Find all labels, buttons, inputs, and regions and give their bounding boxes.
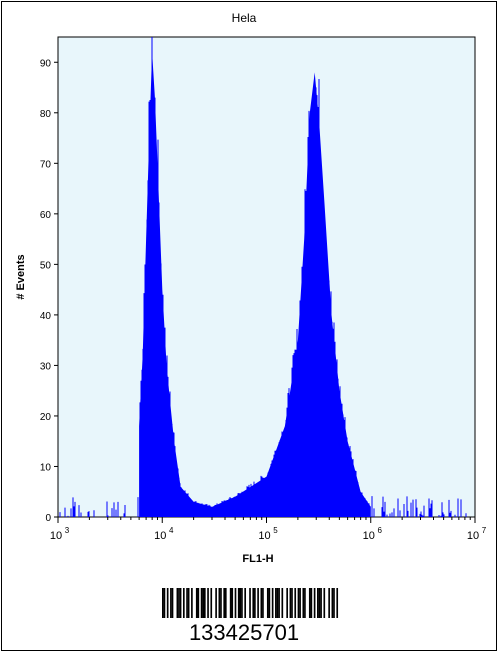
barcode-bar bbox=[291, 588, 293, 618]
barcode-bar bbox=[203, 588, 206, 618]
barcode-bar bbox=[234, 588, 237, 618]
barcode-bar bbox=[218, 588, 221, 618]
barcode-bar bbox=[215, 588, 217, 618]
y-tick-label: 10 bbox=[40, 462, 52, 473]
barcode-bar bbox=[179, 588, 182, 618]
barcode-bar bbox=[166, 588, 169, 618]
barcode-bar bbox=[323, 588, 326, 618]
x-tick-exponent: 3 bbox=[65, 526, 70, 535]
barcode-bar bbox=[308, 588, 311, 618]
barcode-bar bbox=[331, 588, 334, 618]
histogram-noise bbox=[59, 37, 467, 517]
barcode-bar bbox=[182, 588, 185, 618]
barcode-number: 133425701 bbox=[189, 620, 299, 645]
barcode-bar bbox=[163, 588, 166, 618]
barcode-bar bbox=[281, 588, 284, 618]
barcode-bar bbox=[171, 588, 174, 618]
x-axis-label: FL1-H bbox=[242, 553, 273, 565]
barcode-bar bbox=[286, 588, 288, 618]
barcode-bar bbox=[304, 588, 306, 618]
barcode-bar bbox=[210, 588, 213, 618]
barcode-bar bbox=[186, 588, 188, 618]
barcode-bar bbox=[276, 588, 279, 618]
y-tick-label: 60 bbox=[40, 210, 52, 221]
barcode-bar bbox=[313, 588, 316, 618]
y-tick-label: 20 bbox=[40, 412, 52, 423]
barcode-bar bbox=[244, 588, 247, 618]
y-tick-label: 30 bbox=[40, 361, 52, 372]
barcode-bar bbox=[191, 588, 193, 618]
y-tick-label: 90 bbox=[40, 58, 52, 69]
y-tick-label: 70 bbox=[40, 159, 52, 170]
plot-area bbox=[57, 36, 476, 518]
barcode-bar bbox=[302, 588, 305, 618]
y-tick-label: 40 bbox=[40, 311, 52, 322]
chart-title: Hela bbox=[232, 11, 257, 25]
x-tick-exponent: 5 bbox=[273, 526, 278, 535]
barcode-bar bbox=[333, 588, 335, 618]
barcode-bar bbox=[294, 588, 297, 618]
barcode-bar bbox=[336, 588, 339, 618]
barcode-bar bbox=[275, 588, 277, 618]
barcode-bar bbox=[266, 588, 269, 618]
x-tick-exponent: 6 bbox=[378, 526, 383, 535]
y-tick-label: 50 bbox=[40, 260, 52, 271]
barcode-bar bbox=[231, 588, 234, 618]
y-axis-label: # Events bbox=[15, 254, 27, 299]
barcode-bar bbox=[241, 588, 243, 618]
barcode-bar bbox=[187, 588, 190, 618]
barcode-bar bbox=[197, 588, 200, 618]
barcode-bar bbox=[257, 588, 259, 618]
barcode-bar bbox=[220, 588, 222, 618]
barcode-bar bbox=[262, 588, 264, 618]
barcode-bar bbox=[162, 588, 164, 618]
barcode-bar bbox=[202, 588, 205, 618]
barcode-bar bbox=[195, 588, 198, 618]
x-tick-label: 10 bbox=[154, 530, 166, 542]
barcode-bar bbox=[268, 588, 271, 618]
y-tick-label: 80 bbox=[40, 109, 52, 120]
x-tick-exponent: 4 bbox=[169, 526, 174, 535]
barcode-bar bbox=[239, 588, 242, 618]
barcode-bar bbox=[176, 588, 179, 618]
barcode-bar bbox=[254, 588, 256, 618]
barcode-bar bbox=[237, 588, 240, 618]
x-tick-label: 10 bbox=[50, 530, 62, 542]
barcode-bar bbox=[320, 588, 322, 618]
barcode-bar bbox=[249, 588, 251, 618]
barcode-bar bbox=[299, 588, 301, 618]
barcode-bar bbox=[328, 588, 330, 618]
barcode-bar bbox=[289, 588, 292, 618]
barcode-bar bbox=[297, 588, 300, 618]
barcode-bar bbox=[310, 588, 313, 618]
x-tick-label: 10 bbox=[363, 530, 375, 542]
barcode-bar bbox=[317, 588, 319, 618]
barcode-bar bbox=[318, 588, 321, 618]
barcode-bar bbox=[178, 588, 180, 618]
barcode-bar bbox=[200, 588, 203, 618]
x-tick-label: 10 bbox=[258, 530, 270, 542]
barcode-bar bbox=[170, 588, 172, 618]
barcode-bar bbox=[224, 588, 227, 618]
barcode-bar bbox=[229, 588, 232, 618]
x-tick-label: 10 bbox=[467, 530, 479, 542]
barcode-bar bbox=[271, 588, 274, 618]
y-tick-label: 0 bbox=[45, 513, 51, 524]
barcode-bar bbox=[260, 588, 263, 618]
barcode-bar bbox=[252, 588, 255, 618]
x-axis-ticks: 10 3 10 4 10 5 10 6 10 7 bbox=[50, 517, 487, 542]
y-axis-ticks: 0 10 20 30 40 50 60 70 80 90 bbox=[40, 58, 58, 524]
barcode-bar bbox=[223, 588, 226, 618]
barcode bbox=[162, 588, 339, 618]
x-tick-exponent: 7 bbox=[482, 526, 487, 535]
barcode-bar bbox=[278, 588, 280, 618]
barcode-bar bbox=[207, 588, 209, 618]
